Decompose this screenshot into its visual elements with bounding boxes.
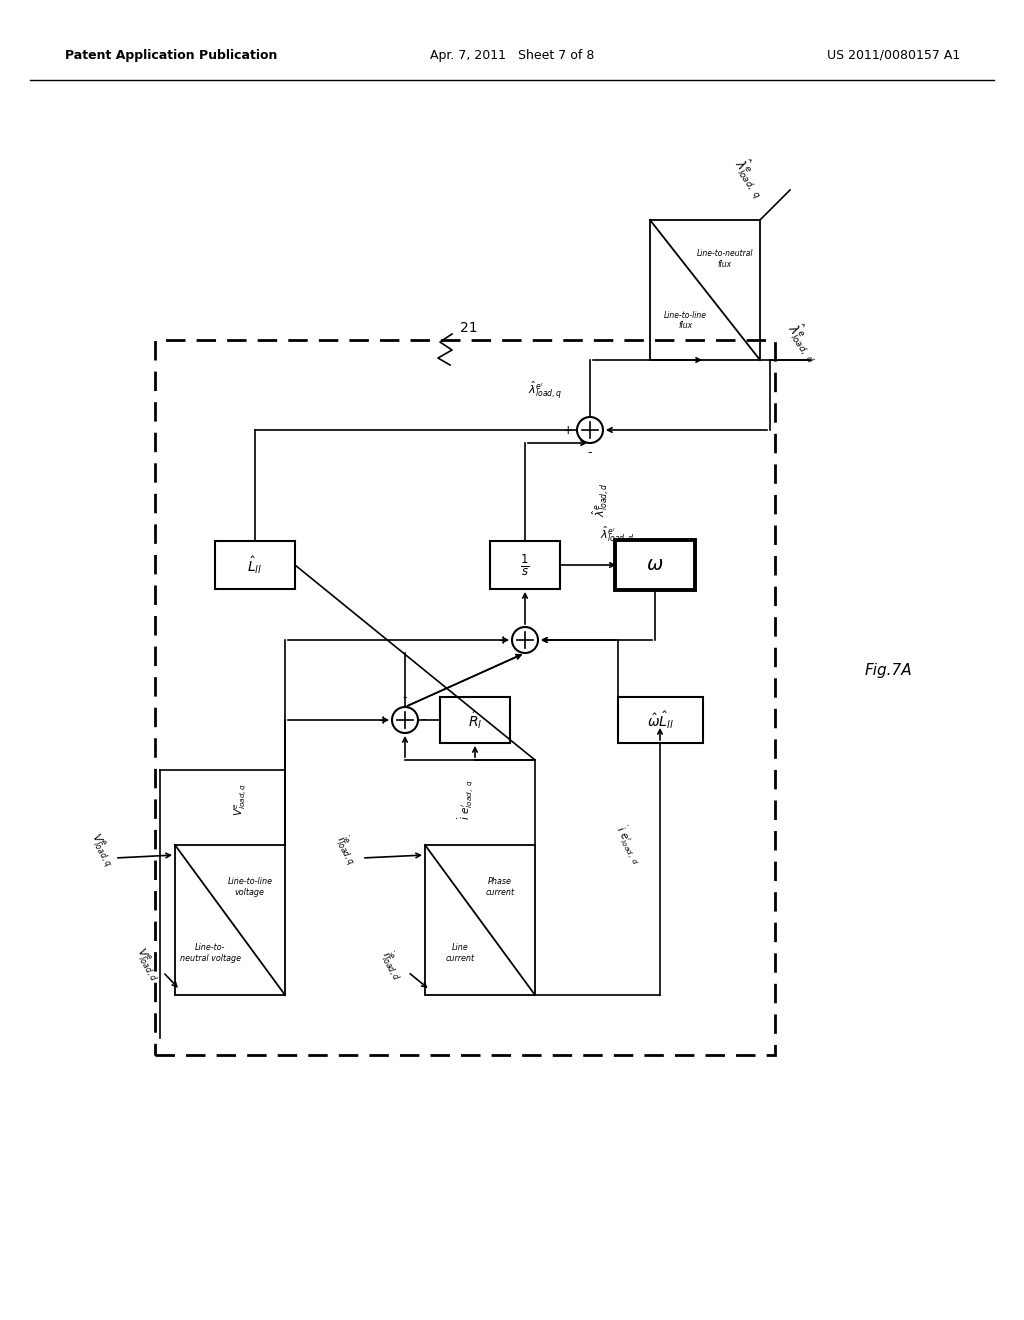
Text: $\frac{1}{s}$: $\frac{1}{s}$ (520, 552, 529, 578)
Text: $\hat{R}_{l}$: $\hat{R}_{l}$ (468, 709, 482, 731)
Text: $\hat{\lambda}^{e'}_{load,d}$: $\hat{\lambda}^{e'}_{load,d}$ (600, 524, 635, 545)
Bar (155, 341, 775, 1055)
Text: -: - (421, 714, 426, 726)
Bar (615, 540, 695, 590)
Bar (650, 220, 760, 360)
Text: $V^e_{load,q}$: $V^e_{load,q}$ (84, 830, 118, 870)
Text: Fig.7A: Fig.7A (865, 663, 912, 677)
Text: Patent Application Publication: Patent Application Publication (65, 49, 278, 62)
Text: $\hat{L}_{ll}$: $\hat{L}_{ll}$ (248, 554, 262, 576)
Bar (617, 697, 702, 743)
Text: Phase
current: Phase current (485, 878, 514, 896)
Text: Line-to-line
flux: Line-to-line flux (664, 312, 707, 330)
Text: 21: 21 (460, 321, 477, 335)
Text: Apr. 7, 2011   Sheet 7 of 8: Apr. 7, 2011 Sheet 7 of 8 (430, 49, 594, 62)
Text: $\omega$: $\omega$ (646, 556, 664, 574)
Text: Line-to-
neutral voltage: Line-to- neutral voltage (179, 944, 241, 962)
Text: $\hat{\lambda}^e_{load,d}$: $\hat{\lambda}^e_{load,d}$ (590, 483, 610, 517)
Text: Line-to-line
voltage: Line-to-line voltage (227, 878, 272, 896)
Circle shape (577, 417, 603, 444)
Circle shape (392, 708, 418, 733)
Text: $\dot{i}^e_{load,q}$: $\dot{i}^e_{load,q}$ (330, 832, 362, 869)
Text: $V^e_{load,q}$: $V^e_{load,q}$ (232, 784, 248, 816)
Text: US 2011/0080157 A1: US 2011/0080157 A1 (826, 49, 961, 62)
Text: $\dot{i}\ e^{\prime}_{load,\ d}$: $\dot{i}\ e^{\prime}_{load,\ d}$ (610, 822, 647, 867)
Text: $V^e_{load,d}$: $V^e_{load,d}$ (130, 945, 163, 985)
Text: +: + (562, 424, 573, 437)
Text: -: - (588, 446, 592, 459)
Bar (440, 697, 510, 743)
Bar (215, 541, 295, 589)
Bar (490, 541, 560, 589)
Text: Line-to-neutral
flux: Line-to-neutral flux (696, 249, 753, 269)
Text: $\dot{i}\ e^{\prime}_{load,\ q}$: $\dot{i}\ e^{\prime}_{load,\ q}$ (456, 780, 475, 820)
Text: $\dot{i}^e_{load,d}$: $\dot{i}^e_{load,d}$ (376, 946, 408, 983)
Circle shape (512, 627, 538, 653)
Text: +: + (378, 714, 388, 726)
Bar (425, 845, 535, 995)
Text: $\hat{\lambda}^e_{load,\ d}$: $\hat{\lambda}^e_{load,\ d}$ (782, 318, 825, 366)
Text: -: - (402, 690, 408, 704)
Text: $\hat{\lambda}^{e'}_{load,q}$: $\hat{\lambda}^{e'}_{load,q}$ (527, 379, 562, 401)
Bar (175, 845, 285, 995)
Text: Line
current: Line current (445, 944, 475, 962)
Text: +: + (498, 634, 508, 647)
Text: -: - (541, 634, 546, 647)
Text: $\hat{\lambda}^e_{load,\ q}$: $\hat{\lambda}^e_{load,\ q}$ (728, 154, 772, 202)
Text: $\hat{\omega}\hat{L}_{ll}$: $\hat{\omega}\hat{L}_{ll}$ (646, 709, 674, 731)
